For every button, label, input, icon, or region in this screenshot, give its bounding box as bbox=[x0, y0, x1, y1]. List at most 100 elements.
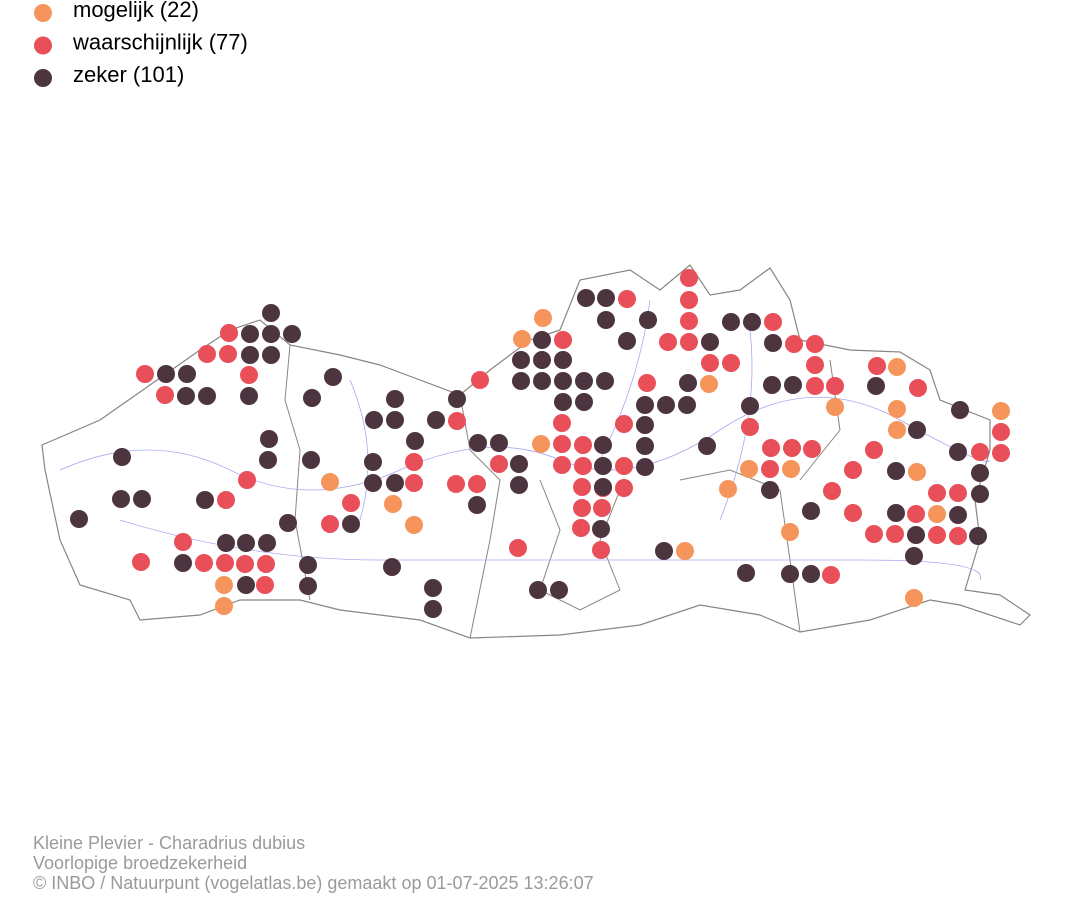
observation-dot bbox=[949, 484, 967, 502]
observation-dot bbox=[533, 351, 551, 369]
legend-swatch bbox=[34, 69, 52, 87]
observation-dot bbox=[342, 515, 360, 533]
observation-dot bbox=[737, 564, 755, 582]
observation-dot bbox=[554, 331, 572, 349]
observation-dot bbox=[299, 556, 317, 574]
observation-dot bbox=[823, 482, 841, 500]
observation-dot bbox=[806, 356, 824, 374]
observation-dot bbox=[427, 411, 445, 429]
observation-dot bbox=[365, 411, 383, 429]
observation-dot bbox=[722, 313, 740, 331]
observation-dot bbox=[680, 333, 698, 351]
observation-dot bbox=[887, 504, 905, 522]
observation-dot bbox=[761, 460, 779, 478]
observation-dot bbox=[324, 368, 342, 386]
observation-dot bbox=[722, 354, 740, 372]
observation-dot bbox=[509, 539, 527, 557]
observation-dot bbox=[764, 334, 782, 352]
observation-dot bbox=[784, 376, 802, 394]
observation-dot bbox=[241, 325, 259, 343]
observation-dot bbox=[618, 290, 636, 308]
observation-dot bbox=[283, 325, 301, 343]
observation-dot bbox=[971, 464, 989, 482]
observation-dot bbox=[133, 490, 151, 508]
observation-dot bbox=[384, 495, 402, 513]
observation-dot bbox=[303, 389, 321, 407]
observation-dot bbox=[865, 441, 883, 459]
observation-dot bbox=[364, 453, 382, 471]
observation-dot bbox=[657, 396, 675, 414]
observation-dot bbox=[680, 269, 698, 287]
observation-dot bbox=[112, 490, 130, 508]
observation-dot bbox=[259, 451, 277, 469]
observation-dot bbox=[618, 332, 636, 350]
observation-dot bbox=[907, 526, 925, 544]
observation-dot bbox=[533, 372, 551, 390]
observation-dot bbox=[680, 312, 698, 330]
observation-dot bbox=[888, 400, 906, 418]
observation-dot bbox=[615, 415, 633, 433]
footer: Kleine Plevier - Charadrius dubiusVoorlo… bbox=[33, 833, 594, 893]
observation-dot bbox=[868, 357, 886, 375]
observation-dot bbox=[468, 475, 486, 493]
observation-dot bbox=[510, 476, 528, 494]
observation-dot bbox=[971, 443, 989, 461]
observation-dot bbox=[512, 372, 530, 390]
observation-dot bbox=[258, 534, 276, 552]
observation-dot bbox=[740, 460, 758, 478]
observation-dot bbox=[905, 547, 923, 565]
observation-dot bbox=[949, 443, 967, 461]
legend-label: zeker (101) bbox=[73, 62, 184, 87]
observation-dot bbox=[198, 387, 216, 405]
observation-dot bbox=[156, 386, 174, 404]
observation-dot bbox=[615, 457, 633, 475]
observation-dot bbox=[826, 398, 844, 416]
observation-dot bbox=[701, 354, 719, 372]
observation-dot bbox=[236, 555, 254, 573]
observation-dot bbox=[215, 597, 233, 615]
observation-dot bbox=[949, 506, 967, 524]
observation-dot bbox=[615, 479, 633, 497]
observation-dot bbox=[448, 390, 466, 408]
observation-dot bbox=[447, 475, 465, 493]
observation-dot bbox=[132, 553, 150, 571]
observation-dot bbox=[844, 461, 862, 479]
observation-dot bbox=[575, 372, 593, 390]
observation-dot bbox=[553, 456, 571, 474]
observation-dot bbox=[299, 577, 317, 595]
observation-dot bbox=[597, 311, 615, 329]
observation-dot bbox=[594, 457, 612, 475]
observation-dot bbox=[237, 576, 255, 594]
observation-dot bbox=[992, 444, 1010, 462]
observation-dot bbox=[638, 374, 656, 392]
observation-dot bbox=[178, 365, 196, 383]
observation-dot bbox=[928, 526, 946, 544]
footer-line: © INBO / Natuurpunt (vogelatlas.be) gema… bbox=[33, 873, 594, 893]
observation-dot bbox=[216, 554, 234, 572]
observation-dot bbox=[471, 371, 489, 389]
observation-dot bbox=[593, 499, 611, 517]
observation-dot bbox=[386, 390, 404, 408]
observation-dot bbox=[174, 533, 192, 551]
observation-dot bbox=[676, 542, 694, 560]
observation-dot bbox=[136, 365, 154, 383]
observation-dot bbox=[636, 396, 654, 414]
observation-dot bbox=[969, 527, 987, 545]
observation-dot bbox=[636, 458, 654, 476]
observation-dot bbox=[680, 291, 698, 309]
observation-dot bbox=[577, 289, 595, 307]
observation-dot bbox=[908, 421, 926, 439]
observation-dot bbox=[701, 333, 719, 351]
observation-dot bbox=[554, 372, 572, 390]
observation-dot bbox=[405, 453, 423, 471]
observation-dot bbox=[888, 421, 906, 439]
observation-dot bbox=[196, 491, 214, 509]
observation-dot bbox=[533, 331, 551, 349]
observation-dot bbox=[256, 576, 274, 594]
observation-dot bbox=[844, 504, 862, 522]
observation-dot bbox=[679, 374, 697, 392]
legend-label: waarschijnlijk (77) bbox=[72, 29, 248, 54]
observation-dot bbox=[597, 289, 615, 307]
observation-dot bbox=[405, 516, 423, 534]
observation-dot bbox=[762, 439, 780, 457]
